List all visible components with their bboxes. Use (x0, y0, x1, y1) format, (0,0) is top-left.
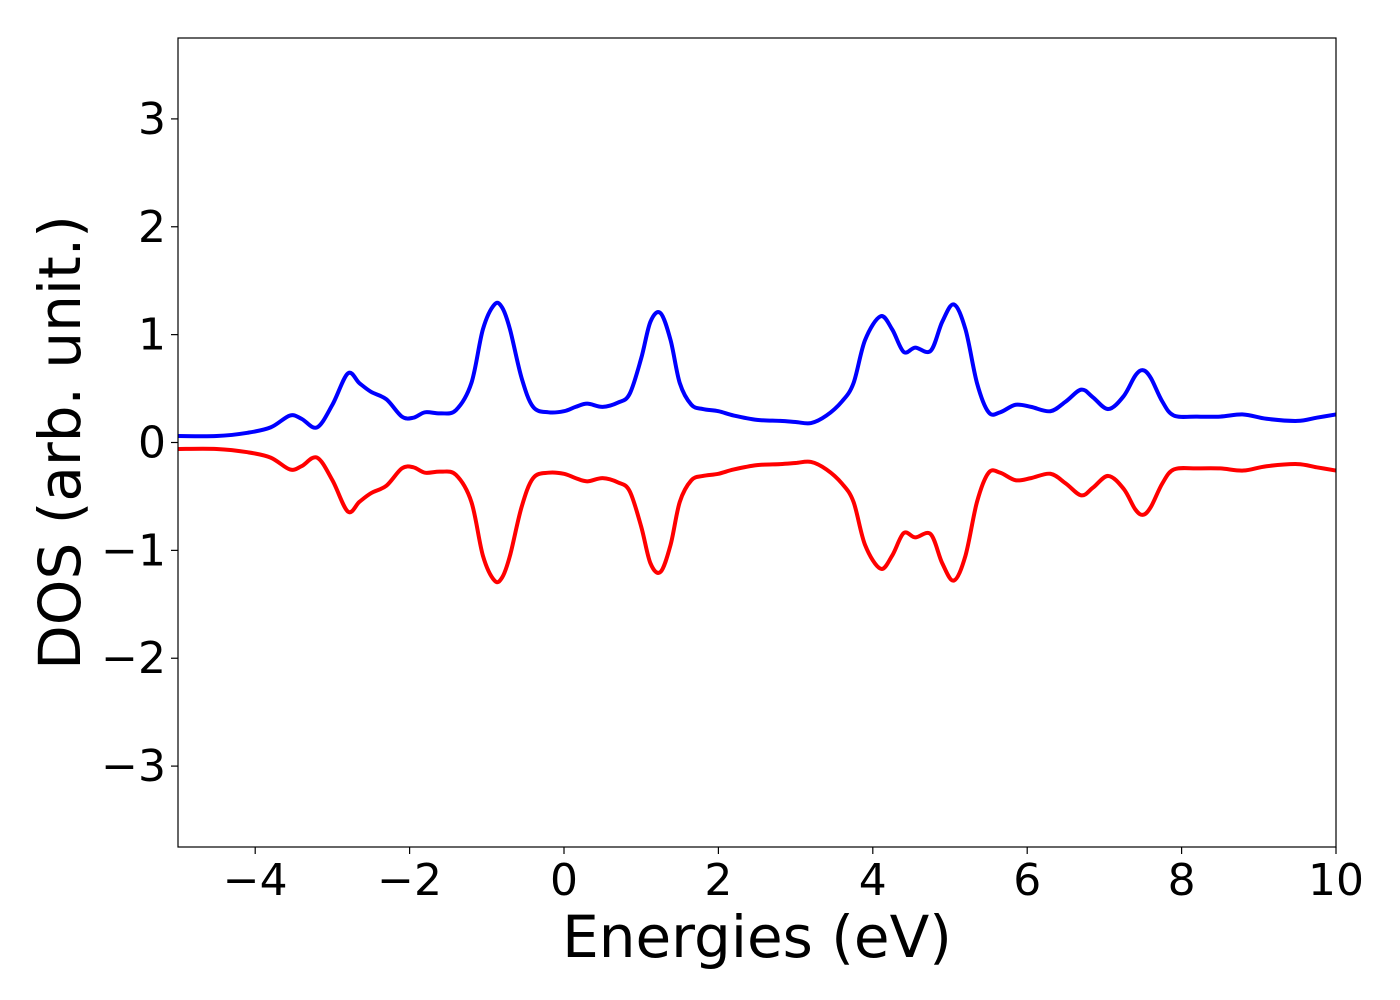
dos-spin-up-line (177, 300, 1337, 439)
y-tick-label: −3 (101, 741, 166, 792)
x-tick-label: 4 (859, 855, 887, 906)
y-tick-label: 1 (138, 310, 166, 361)
plot-area-frame (177, 37, 1337, 848)
y-tick-label: 2 (138, 202, 166, 253)
series-layer (177, 300, 1337, 585)
x-tick-label: 8 (1168, 855, 1196, 906)
dos-spin-down-line (177, 446, 1337, 585)
y-tick-label: −2 (101, 633, 166, 684)
x-tick-label: −2 (377, 855, 442, 906)
x-axis-label: Energies (eV) (562, 903, 952, 971)
y-tick-label: 3 (138, 94, 166, 145)
y-axis-label: DOS (arb. unit.) (26, 215, 94, 670)
y-tick-label: −1 (101, 525, 166, 576)
ticks-layer: −4 −2 0 2 4 6 8 10 −3 −2 −1 0 1 2 3 (101, 94, 1364, 906)
x-tick-label: 6 (1013, 855, 1041, 906)
x-tick-label: 10 (1308, 855, 1364, 906)
x-tick-label: 2 (704, 855, 732, 906)
x-tick-label: 0 (550, 855, 578, 906)
y-tick-label: 0 (138, 418, 166, 469)
x-tick-label: −4 (223, 855, 288, 906)
